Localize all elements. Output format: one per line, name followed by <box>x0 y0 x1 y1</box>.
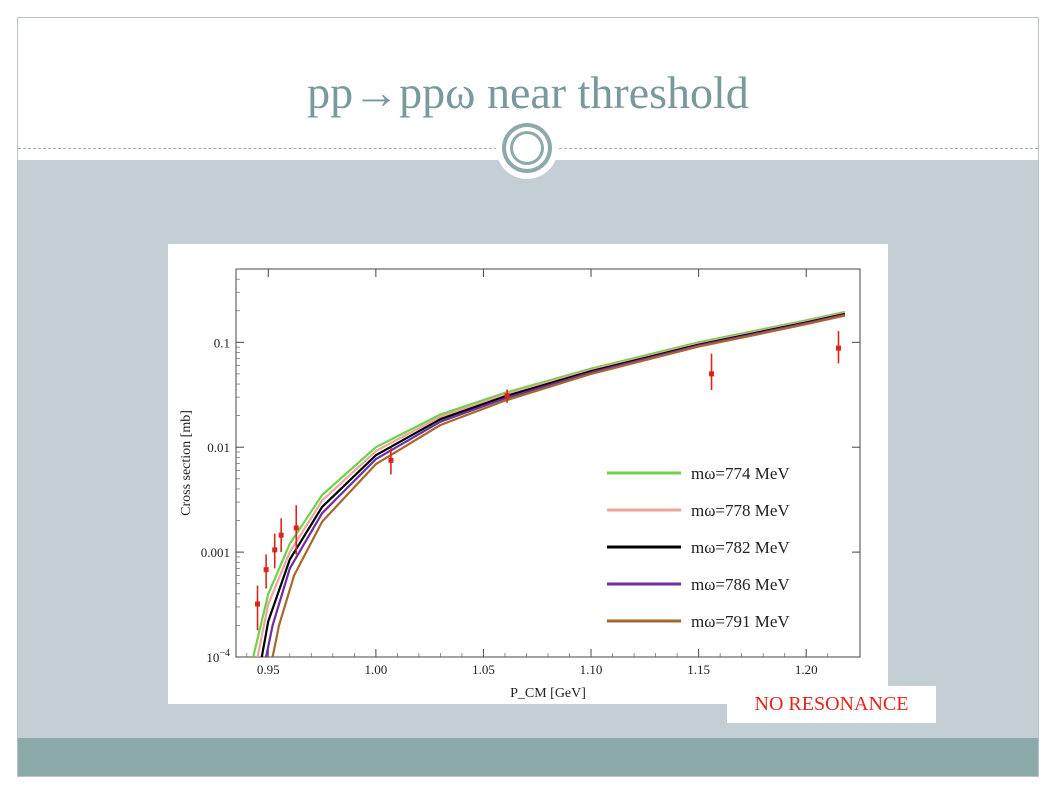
chart-panel: 0.95 1.00 1.05 1.10 1.15 1.20 10−4 0.001 0.01 0.1… <box>168 244 888 704</box>
circle-ornament-icon <box>496 117 558 179</box>
x-tick-label: 0.95 <box>257 662 280 677</box>
legend-label-3: mω=782 MeV <box>691 538 790 557</box>
x-tick-label: 1.05 <box>472 662 495 677</box>
data-point <box>278 532 284 538</box>
slide-frame <box>17 17 1039 777</box>
y-tick-label: 10−4 <box>206 648 230 665</box>
x-axis-label: P_CM [GeV] <box>510 686 586 701</box>
cross-section-chart: 0.95 1.00 1.05 1.10 1.15 1.20 10−4 0.001 0.01 0.1… <box>179 268 861 701</box>
y-tick-label: 0.01 <box>207 440 230 455</box>
no-resonance-badge: NO RESONANCE <box>727 686 936 723</box>
series-line-5 <box>271 314 846 657</box>
y-axis-label: Cross section [mb] <box>179 410 194 516</box>
legend-label-5: mω=791 MeV <box>691 612 790 631</box>
data-point <box>835 345 841 351</box>
x-tick-label: 1.20 <box>795 662 818 677</box>
data-point <box>272 547 278 553</box>
x-tick-label: 1.15 <box>687 662 710 677</box>
slide-title: pp→ppω near threshold <box>307 67 749 118</box>
series-line-4 <box>265 313 846 657</box>
series-line-1 <box>252 310 846 657</box>
data-point <box>504 393 510 399</box>
legend-label-1: mω=774 MeV <box>691 464 790 483</box>
legend-label-2: mω=778 MeV <box>691 501 790 520</box>
legend-label-4: mω=786 MeV <box>691 575 790 594</box>
data-point <box>388 457 394 463</box>
y-tick-label: 0.1 <box>214 335 230 350</box>
x-tick-label: 1.10 <box>580 662 603 677</box>
data-point <box>293 525 299 531</box>
footer-bar <box>18 738 1038 776</box>
y-tick-label: 0.001 <box>201 545 230 560</box>
data-point <box>255 601 261 607</box>
data-point <box>263 567 269 573</box>
x-tick-label: 1.00 <box>364 662 387 677</box>
data-point <box>709 371 715 377</box>
plot-frame <box>235 268 861 658</box>
